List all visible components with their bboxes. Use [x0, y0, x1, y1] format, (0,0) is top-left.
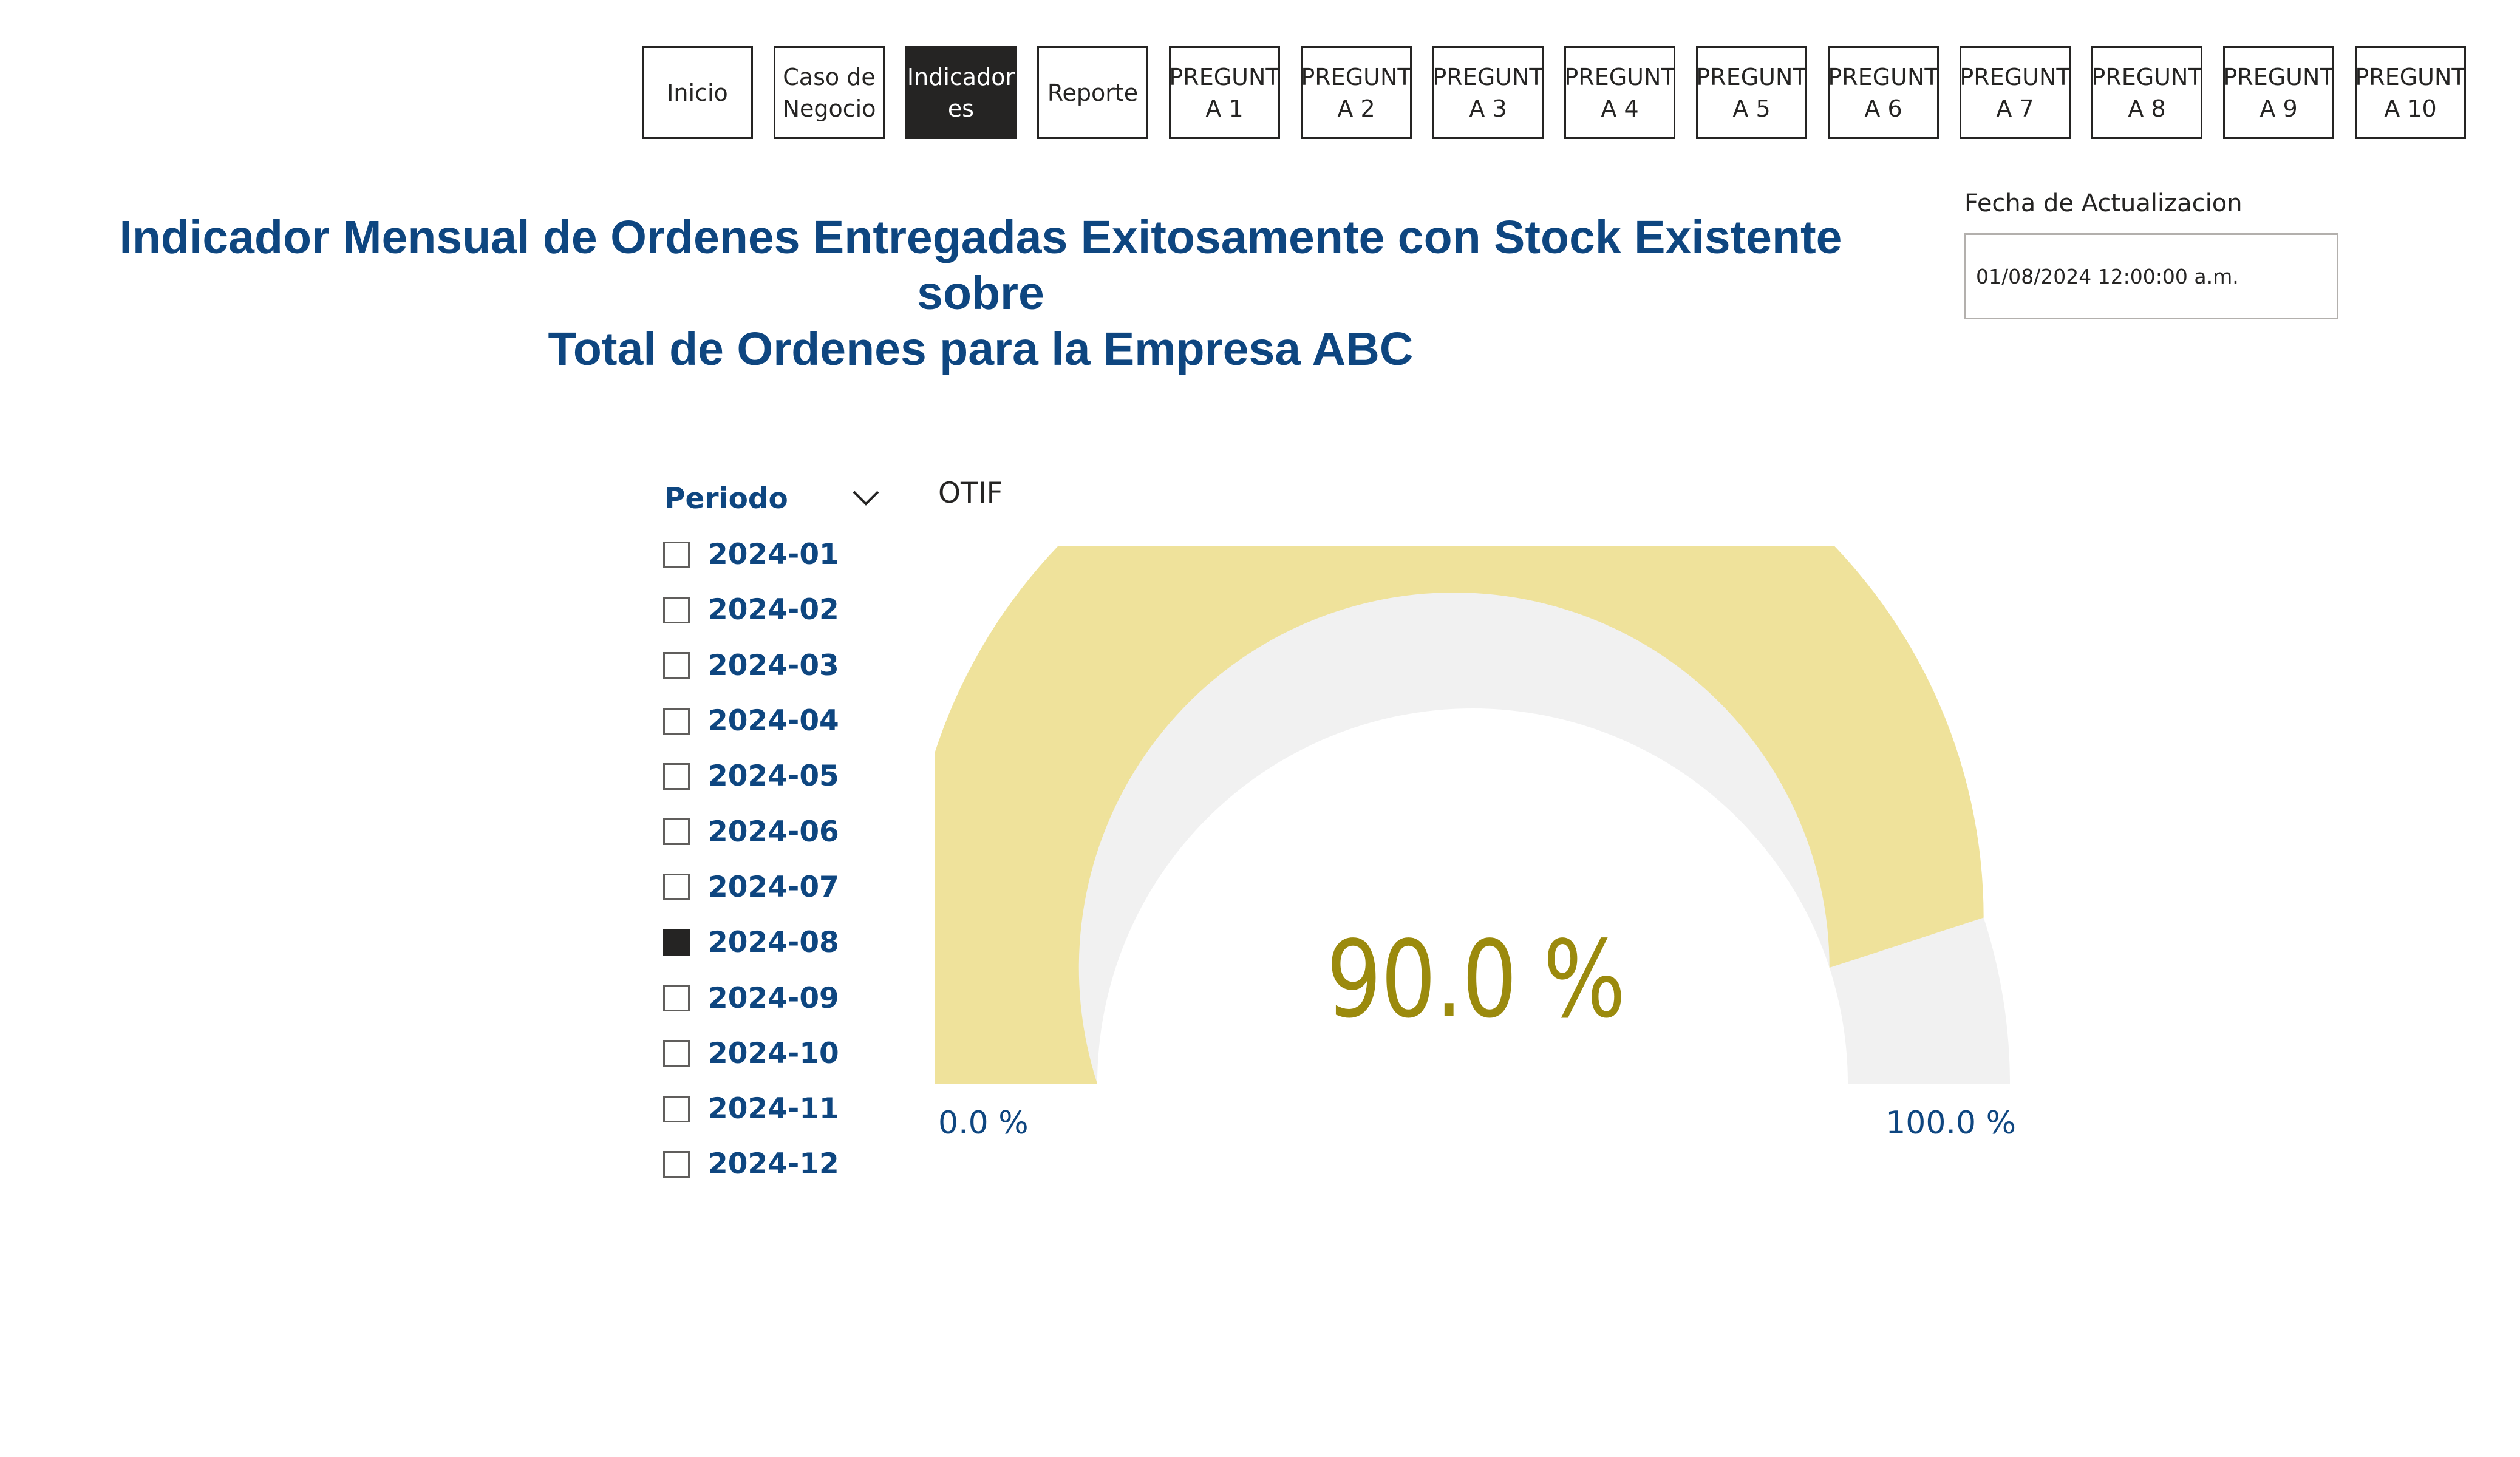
- period-option-2024-03[interactable]: 2024-03: [663, 638, 839, 693]
- nav-button-pregunt-a-4[interactable]: PREGUNT A 4: [1564, 46, 1675, 139]
- period-checkbox[interactable]: [663, 929, 690, 956]
- period-option-label: 2024-09: [708, 981, 839, 1015]
- period-option-2024-10[interactable]: 2024-10: [663, 1026, 839, 1081]
- period-checkbox[interactable]: [663, 1040, 690, 1067]
- gauge-title: OTIF: [938, 477, 1003, 510]
- period-checkbox[interactable]: [663, 818, 690, 846]
- update-date-field: 01/08/2024 12:00:00 a.m.: [1964, 233, 2338, 319]
- period-option-2024-06[interactable]: 2024-06: [663, 804, 839, 859]
- page-navigation: Inicio Caso de Negocio Indicador es Reporte…: [642, 46, 2473, 139]
- period-option-2024-05[interactable]: 2024-05: [663, 749, 839, 804]
- period-option-label: 2024-04: [708, 704, 839, 738]
- period-checkbox[interactable]: [663, 1150, 690, 1178]
- nav-button-caso-de-negocio[interactable]: Caso de Negocio: [774, 46, 885, 139]
- period-slicer: Periodo 2024-01 2024-02 2024-03 2024-04 2024…: [663, 480, 882, 1196]
- period-checkbox[interactable]: [663, 541, 690, 568]
- period-checkbox[interactable]: [663, 874, 690, 901]
- period-checkbox[interactable]: [663, 762, 690, 790]
- gauge-fill: [935, 546, 1984, 1084]
- period-option-label: 2024-05: [708, 759, 839, 793]
- period-option-label: 2024-07: [708, 870, 839, 904]
- period-option-2024-08[interactable]: 2024-08: [663, 915, 839, 970]
- nav-button-pregunt-a-3[interactable]: PREGUNT A 3: [1432, 46, 1544, 139]
- nav-button-inicio[interactable]: Inicio: [642, 46, 753, 139]
- period-option-label: 2024-03: [708, 648, 839, 682]
- period-option-2024-07[interactable]: 2024-07: [663, 860, 839, 915]
- nav-button-reporte[interactable]: Reporte: [1037, 46, 1148, 139]
- nav-button-pregunt-a-9[interactable]: PREGUNT A 9: [2223, 46, 2334, 139]
- nav-button-indicador-es[interactable]: Indicador es: [905, 46, 1017, 139]
- gauge-max-label: 100.0 %: [1885, 1105, 2016, 1141]
- nav-button-pregunt-a-2[interactable]: PREGUNT A 2: [1301, 46, 1412, 139]
- update-date-label: Fecha de Actualizacion: [1964, 189, 2242, 217]
- otif-gauge: [935, 546, 2010, 1084]
- period-option-label: 2024-08: [708, 926, 839, 960]
- period-option-2024-02[interactable]: 2024-02: [663, 582, 839, 637]
- period-slicer-title: Periodo: [664, 482, 788, 515]
- gauge-value-label: 90.0 %: [1326, 919, 1626, 1042]
- period-option-label: 2024-10: [708, 1036, 839, 1070]
- period-option-2024-04[interactable]: 2024-04: [663, 693, 839, 749]
- period-option-label: 2024-02: [708, 593, 839, 627]
- nav-button-pregunt-a-5[interactable]: PREGUNT A 5: [1696, 46, 1807, 139]
- nav-button-pregunt-a-1[interactable]: PREGUNT A 1: [1169, 46, 1280, 139]
- nav-button-pregunt-a-10[interactable]: PREGUNT A 10: [2355, 46, 2466, 139]
- period-checkbox[interactable]: [663, 652, 690, 679]
- period-option-2024-12[interactable]: 2024-12: [663, 1136, 839, 1192]
- page-title: Indicador Mensual de Ordenes Entregadas …: [55, 209, 1907, 377]
- period-option-2024-01[interactable]: 2024-01: [663, 527, 839, 582]
- period-checkbox[interactable]: [663, 596, 690, 623]
- period-option-2024-11[interactable]: 2024-11: [663, 1081, 839, 1136]
- gauge-min-label: 0.0 %: [938, 1105, 1029, 1141]
- period-checkbox[interactable]: [663, 1095, 690, 1122]
- page-title-line-2: Total de Ordenes para la Empresa ABC: [548, 323, 1414, 375]
- period-list: 2024-01 2024-02 2024-03 2024-04 2024-05 2024-…: [663, 527, 839, 1192]
- period-option-label: 2024-06: [708, 815, 839, 849]
- chevron-down-icon[interactable]: [851, 486, 880, 510]
- nav-button-pregunt-a-8[interactable]: PREGUNT A 8: [2091, 46, 2202, 139]
- update-date-value: 01/08/2024 12:00:00 a.m.: [1976, 264, 2239, 288]
- period-option-label: 2024-01: [708, 538, 839, 572]
- period-option-label: 2024-11: [708, 1092, 839, 1126]
- period-option-label: 2024-12: [708, 1147, 839, 1181]
- nav-button-pregunt-a-6[interactable]: PREGUNT A 6: [1828, 46, 1939, 139]
- period-checkbox[interactable]: [663, 985, 690, 1012]
- period-option-2024-09[interactable]: 2024-09: [663, 970, 839, 1025]
- period-checkbox[interactable]: [663, 707, 690, 735]
- nav-button-pregunt-a-7[interactable]: PREGUNT A 7: [1960, 46, 2071, 139]
- page-title-line-1: Indicador Mensual de Ordenes Entregadas …: [119, 211, 1842, 319]
- period-slicer-header: Periodo: [663, 480, 882, 522]
